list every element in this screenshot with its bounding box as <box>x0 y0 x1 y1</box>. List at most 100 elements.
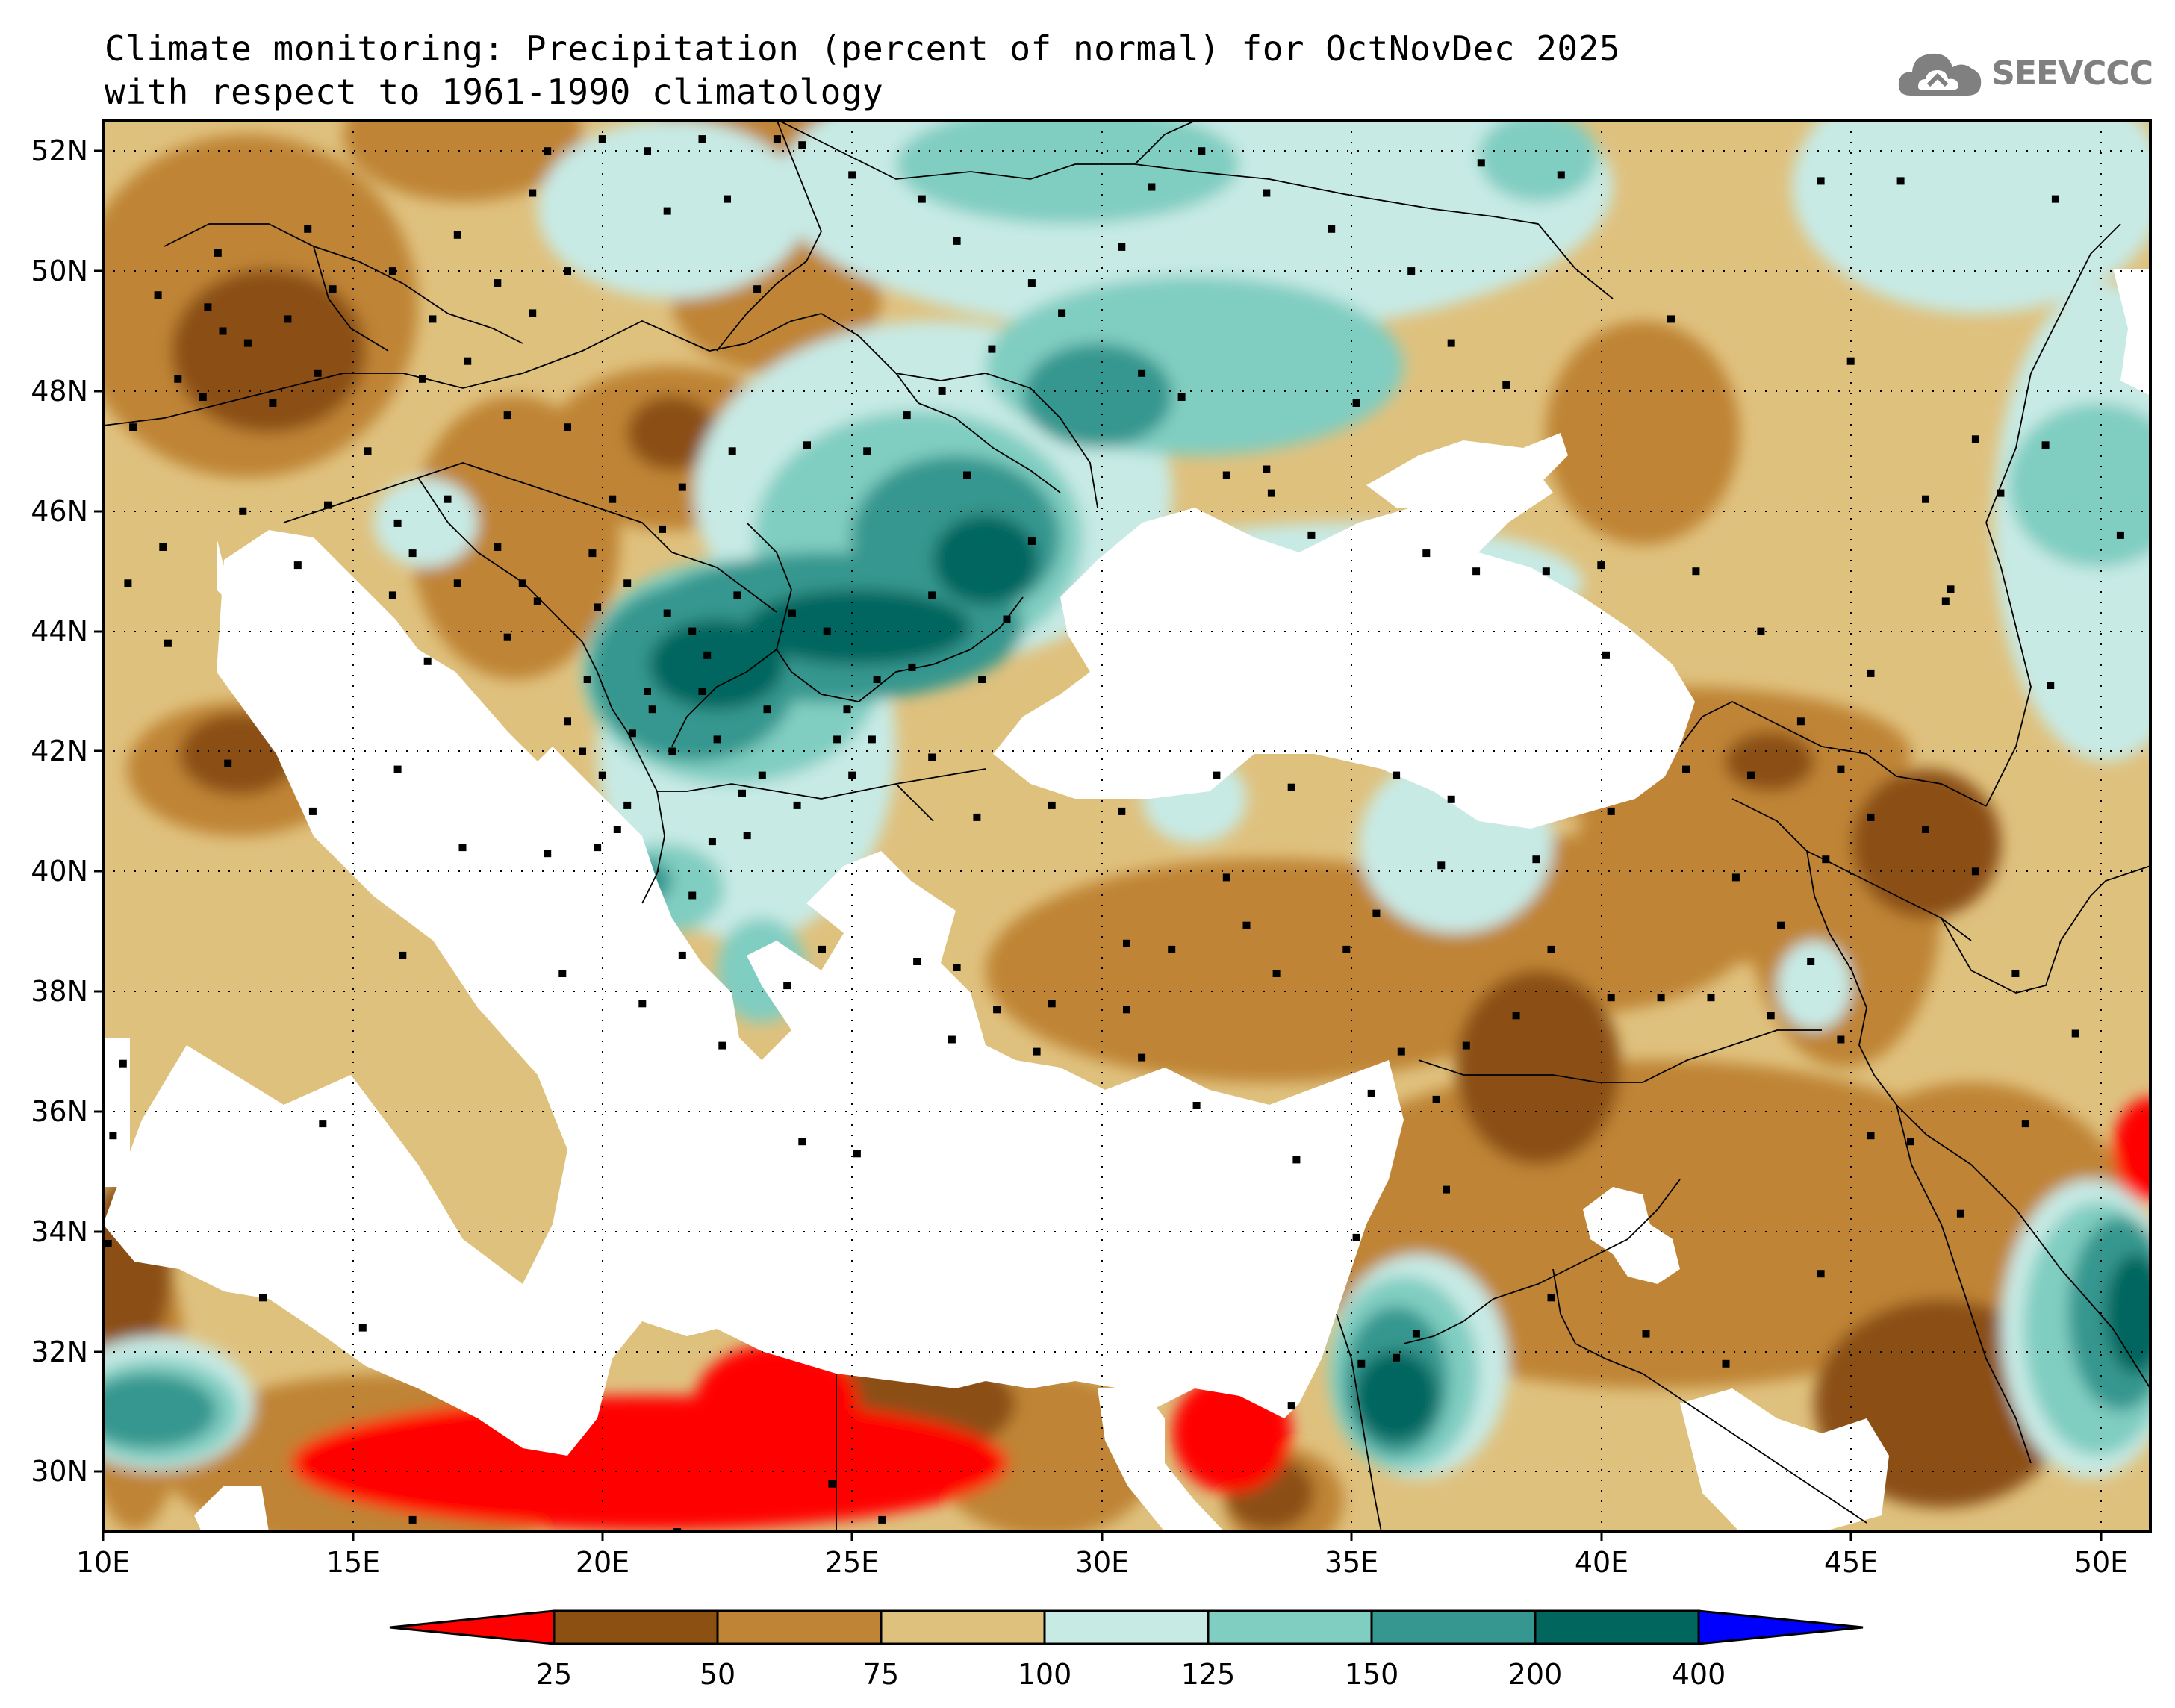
lat-label-34n: 34N <box>31 1215 88 1248</box>
station-marker <box>1393 771 1401 779</box>
station-marker <box>1922 495 1929 503</box>
axis-ticks <box>94 149 2103 1541</box>
colorbar-over-arrow <box>1697 1609 1864 1645</box>
station-marker <box>1817 1270 1825 1278</box>
station-marker <box>783 982 791 990</box>
station-marker <box>988 345 996 353</box>
lon-label-10e: 10E <box>76 1546 130 1579</box>
station-marker <box>453 231 461 239</box>
station-marker <box>464 357 472 365</box>
field-200-400 <box>650 515 2150 1441</box>
station-marker <box>1397 1047 1405 1056</box>
lon-label-30e: 30E <box>1075 1546 1129 1579</box>
station-marker <box>873 676 881 683</box>
station-marker <box>598 771 606 779</box>
station-marker <box>1367 1089 1375 1097</box>
station-marker <box>1867 669 1875 677</box>
station-marker <box>938 387 946 395</box>
station-marker <box>793 801 801 809</box>
station-marker <box>2047 682 2055 689</box>
sea-of-azov <box>1366 433 1568 508</box>
lat-label-32n: 32N <box>31 1335 88 1368</box>
station-marker <box>1547 945 1555 953</box>
map-frame <box>102 119 2152 1533</box>
station-marker <box>583 676 591 683</box>
station-marker <box>408 1515 417 1524</box>
missing-data-egypt <box>1098 1388 1225 1532</box>
station-marker <box>1048 1000 1056 1008</box>
station-marker <box>1138 1053 1146 1062</box>
station-marker <box>324 501 332 509</box>
map-title: Climate monitoring: Precipitation (perce… <box>105 27 1620 113</box>
station-marker <box>1437 861 1446 870</box>
station-marker <box>688 627 697 635</box>
station-marker <box>1817 177 1825 185</box>
station-marker <box>598 135 606 143</box>
station-marker <box>788 609 796 617</box>
station-marker <box>1922 826 1929 833</box>
station-marker <box>738 789 746 797</box>
colorbar-bin-125-150 <box>1207 1609 1373 1645</box>
station-marker <box>1118 243 1126 251</box>
station-marker <box>903 411 911 420</box>
mediterranean-sea <box>103 530 1404 1456</box>
station-marker <box>533 597 541 605</box>
logo-text: SEEVCCC <box>1991 54 2153 93</box>
station-marker <box>1192 1102 1201 1109</box>
station-marker <box>1168 945 1176 953</box>
seevccc-logo: SEEVCCC <box>1896 43 2153 103</box>
station-marker <box>908 663 916 671</box>
sea-mask <box>103 269 2150 1532</box>
station-marker <box>1607 994 1615 1002</box>
station-marker <box>1956 1209 1964 1218</box>
station-marker <box>579 747 586 755</box>
station-marker <box>1657 994 1665 1002</box>
station-marker <box>798 1138 806 1146</box>
station-marker <box>154 291 162 299</box>
station-marker <box>828 1480 836 1488</box>
station-marker <box>638 1000 647 1008</box>
station-marker <box>1432 1095 1440 1103</box>
station-marker <box>2051 195 2059 203</box>
station-marker <box>678 483 686 491</box>
station-marker <box>1532 855 1540 864</box>
black-sea <box>993 463 1695 829</box>
colorbar-bin-25-50 <box>553 1609 719 1645</box>
station-marker <box>1123 939 1130 947</box>
latitude-labels: 52N 50N 48N 46N 44N 42N 40N 38N 36N 34N … <box>31 134 88 1488</box>
station-marker <box>978 676 986 683</box>
station-marker <box>239 507 247 515</box>
station-marker <box>878 1515 886 1524</box>
station-marker <box>124 579 132 587</box>
station-marker <box>1267 489 1275 497</box>
station-marker <box>119 1059 127 1068</box>
station-marker <box>588 549 597 558</box>
station-marker <box>644 147 651 155</box>
station-marker <box>1502 381 1510 389</box>
station-marker <box>623 579 632 587</box>
station-marker <box>243 339 252 347</box>
missing-data-libya <box>194 1486 269 1532</box>
station-marker <box>423 657 432 665</box>
station-marker <box>388 591 396 599</box>
station-marker <box>1947 585 1955 593</box>
station-marker <box>973 813 981 821</box>
station-marker <box>863 447 871 455</box>
colorbar-bin-50-75 <box>716 1609 883 1645</box>
station-marker <box>1557 171 1565 179</box>
station-marker <box>1328 225 1336 233</box>
station-marker <box>1477 159 1485 167</box>
station-marker <box>1597 561 1605 570</box>
station-marker <box>818 945 826 953</box>
station-marker <box>494 279 502 287</box>
lat-label-30n: 30N <box>31 1455 88 1488</box>
station-marker <box>1422 549 1431 558</box>
station-marker <box>1642 1330 1650 1338</box>
station-marker <box>1272 970 1281 977</box>
adriatic-tyrrhenian <box>217 537 351 642</box>
station-marker <box>753 285 762 293</box>
station-marker <box>174 375 182 383</box>
station-marker <box>393 519 402 527</box>
station-marker <box>1118 807 1126 815</box>
